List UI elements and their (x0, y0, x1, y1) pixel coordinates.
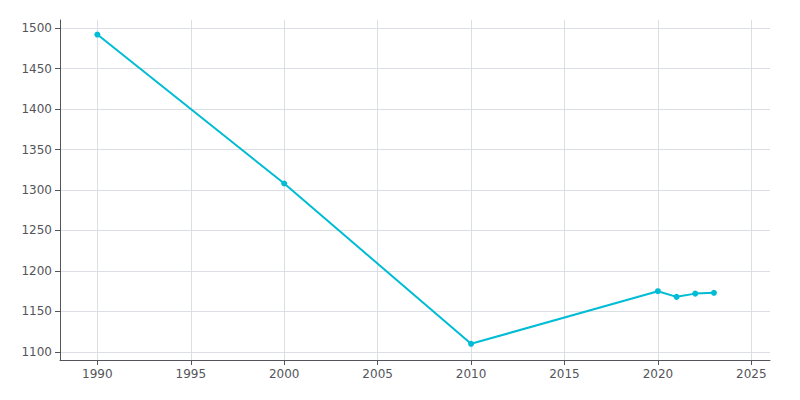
svg-text:2025: 2025 (736, 367, 767, 381)
svg-text:1350: 1350 (21, 143, 52, 157)
svg-text:1300: 1300 (21, 183, 52, 197)
svg-text:1500: 1500 (21, 21, 52, 35)
svg-text:2010: 2010 (456, 367, 487, 381)
svg-text:1250: 1250 (21, 223, 52, 237)
svg-text:1200: 1200 (21, 264, 52, 278)
svg-text:2020: 2020 (643, 367, 674, 381)
svg-text:1450: 1450 (21, 62, 52, 76)
svg-text:2015: 2015 (549, 367, 580, 381)
svg-text:2005: 2005 (362, 367, 393, 381)
svg-text:1150: 1150 (21, 304, 52, 318)
svg-text:1995: 1995 (176, 367, 207, 381)
svg-text:1990: 1990 (82, 367, 113, 381)
svg-text:2000: 2000 (269, 367, 300, 381)
svg-text:1400: 1400 (21, 102, 52, 116)
svg-text:1100: 1100 (21, 345, 52, 359)
